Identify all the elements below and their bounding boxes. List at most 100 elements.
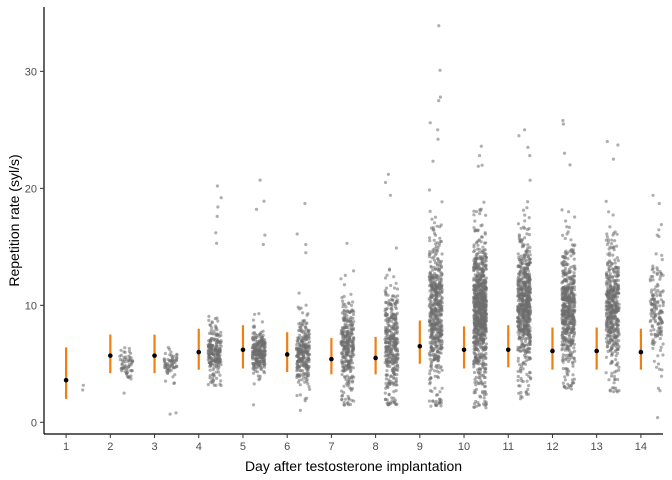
data-point: [432, 238, 436, 242]
data-point: [659, 223, 664, 227]
data-point: [342, 309, 346, 313]
data-point: [654, 252, 658, 256]
data-point: [473, 320, 477, 324]
data-point: [519, 369, 523, 373]
data-point: [517, 134, 521, 138]
data-point: [612, 300, 616, 304]
data-point: [208, 347, 212, 351]
data-point: [608, 334, 612, 338]
data-point: [521, 313, 525, 317]
data-point: [346, 403, 351, 407]
x-axis-title: Day after testosterone implantation: [245, 458, 462, 474]
data-point: [616, 327, 621, 331]
data-point: [478, 373, 482, 377]
data-point: [478, 394, 482, 398]
data-point: [604, 312, 609, 316]
data-point: [439, 294, 443, 298]
mean-point: [594, 348, 599, 354]
data-point: [561, 291, 565, 296]
data-point: [212, 337, 217, 341]
data-point: [440, 309, 444, 313]
data-point: [351, 379, 355, 383]
data-point: [393, 356, 397, 360]
data-point: [516, 359, 520, 363]
data-point: [340, 339, 344, 344]
data-point: [435, 318, 440, 322]
data-point: [258, 178, 262, 182]
data-point: [123, 346, 127, 350]
data-point: [128, 358, 132, 362]
data-point: [428, 270, 432, 274]
data-point: [612, 270, 616, 274]
data-point: [481, 245, 485, 249]
data-point: [350, 338, 354, 342]
data-point: [651, 264, 655, 268]
data-point: [606, 315, 610, 319]
data-point: [473, 219, 477, 223]
data-point: [478, 339, 483, 343]
data-point: [527, 278, 532, 282]
data-point: [527, 284, 531, 289]
data-point: [523, 303, 527, 307]
data-point: [219, 333, 223, 338]
data-point: [563, 236, 567, 241]
data-point: [516, 281, 520, 285]
data-point: [216, 361, 220, 365]
data-point: [516, 374, 520, 379]
data-point: [472, 347, 476, 351]
data-point: [478, 305, 482, 309]
data-point: [432, 282, 436, 286]
data-point: [306, 349, 310, 354]
data-point: [522, 266, 526, 271]
data-point: [81, 383, 85, 387]
data-point: [611, 324, 615, 328]
data-point: [386, 403, 390, 407]
data-point: [520, 291, 524, 295]
data-point: [352, 375, 356, 379]
data-point: [608, 292, 613, 296]
data-point: [657, 201, 661, 206]
data-point: [297, 352, 301, 356]
data-point: [525, 372, 529, 376]
data-point: [476, 280, 480, 284]
data-point: [656, 362, 661, 366]
data-point: [385, 334, 389, 338]
data-point: [479, 318, 483, 323]
data-point: [304, 322, 308, 326]
data-point: [527, 261, 532, 265]
data-point: [385, 384, 389, 388]
data-point: [215, 332, 219, 336]
data-point: [564, 367, 568, 371]
data-point: [610, 309, 614, 313]
data-point: [474, 326, 478, 330]
data-point: [175, 353, 179, 357]
data-point: [653, 288, 657, 292]
data-point: [251, 337, 255, 341]
data-point: [516, 324, 520, 329]
data-point: [560, 312, 564, 316]
data-point: [613, 378, 617, 382]
data-point: [475, 252, 479, 256]
data-point: [484, 342, 488, 346]
data-point: [305, 352, 309, 356]
data-point: [655, 365, 659, 369]
data-point: [171, 361, 175, 365]
y-tick-label: 0: [31, 417, 37, 429]
data-point: [476, 349, 480, 353]
data-point: [430, 250, 434, 254]
data-point: [383, 326, 388, 330]
mean-point: [373, 355, 378, 361]
data-point: [433, 231, 437, 236]
data-point: [395, 329, 399, 334]
data-point: [386, 364, 390, 368]
data-point: [565, 313, 569, 317]
data-point: [295, 232, 299, 236]
data-point: [523, 219, 527, 223]
data-point: [564, 298, 568, 302]
data-point: [528, 253, 532, 257]
data-point: [472, 284, 476, 288]
data-point: [613, 261, 617, 265]
data-point: [570, 243, 575, 247]
data-point: [343, 346, 347, 350]
data-point: [439, 259, 443, 263]
